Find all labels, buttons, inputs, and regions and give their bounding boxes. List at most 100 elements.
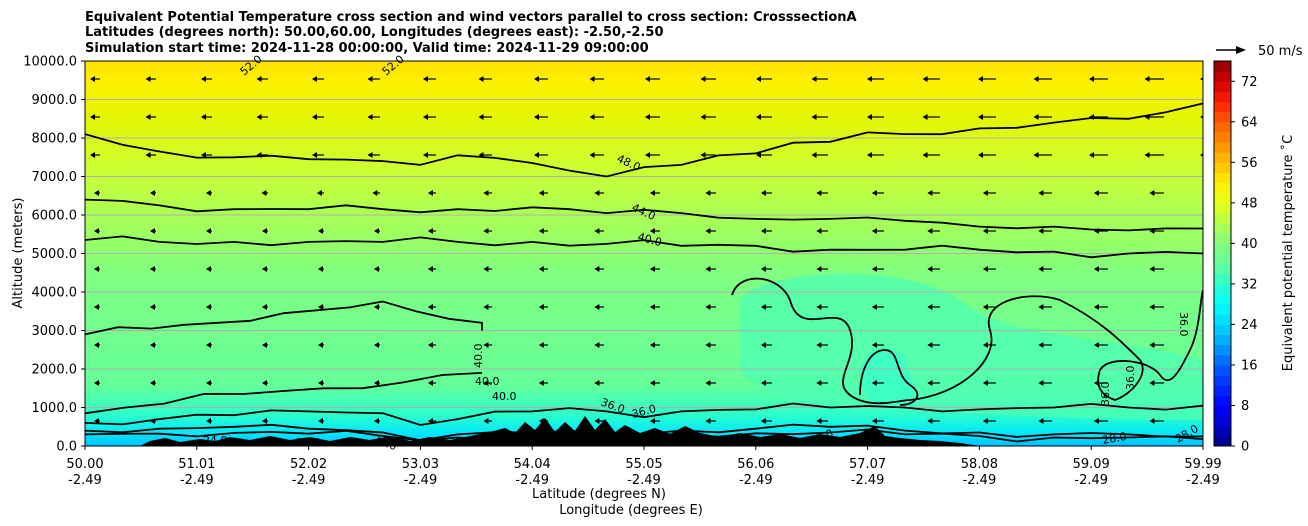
- wind-arrow-head: [262, 380, 267, 386]
- wind-arrow-head: [871, 380, 877, 386]
- y-tick-label-8: 8000.0: [32, 132, 78, 147]
- colorbar-band: [1214, 334, 1231, 346]
- wind-arrow-head: [201, 152, 206, 158]
- wind-arrow-head: [1205, 228, 1210, 234]
- chart-title-line-2: Latitudes (degrees north): 50.00,60.00, …: [85, 25, 664, 40]
- colorbar-band: [1214, 233, 1231, 244]
- y-tick-label-3: 3000.0: [32, 324, 78, 339]
- wind-arrow-head: [700, 114, 706, 120]
- colorbar-tick-label-8: 64: [1241, 115, 1258, 130]
- terrain: [85, 416, 980, 446]
- wind-arrow-head: [927, 304, 933, 310]
- x-tick-label-lat-3: 53.03: [402, 457, 439, 472]
- x-tick-label-lat-1: 51.01: [178, 457, 215, 472]
- quiver-key: 50 m/s: [1216, 44, 1303, 59]
- contour-line-40-3: [85, 300, 483, 336]
- wind-arrow-head: [423, 152, 428, 158]
- wind-arrow-head: [589, 76, 595, 82]
- wind-arrow-head: [150, 380, 155, 386]
- wind-arrow-head: [1038, 228, 1044, 234]
- x-tick-label-lat-7: 57.07: [849, 457, 886, 472]
- wind-arrow-head: [1149, 266, 1155, 272]
- colorbar-band: [1214, 375, 1231, 386]
- colorbar-band: [1214, 273, 1231, 285]
- wind-arrow-head: [318, 304, 323, 310]
- x-tick-label-lat-5: 55.05: [625, 457, 662, 472]
- colorbar-band: [1214, 223, 1231, 234]
- contour-label-40c: 40.0: [475, 375, 500, 388]
- wind-arrow-head: [760, 190, 766, 196]
- colorbar-band: [1214, 435, 1231, 447]
- wind-arrow-head: [649, 228, 655, 234]
- wind-arrow-head: [1149, 190, 1155, 196]
- quiver-key-label: 50 m/s: [1258, 44, 1303, 59]
- wind-arrow-head: [1205, 190, 1210, 196]
- wind-arrow-head: [312, 76, 317, 82]
- x-axis-ticks: 50.00-2.4951.01-2.4952.02-2.4953.03-2.49…: [66, 446, 1222, 488]
- colorbar-band: [1214, 202, 1231, 214]
- wind-arrow-head: [150, 418, 155, 424]
- wind-arrow-head: [534, 76, 539, 82]
- contour-label-28a: 28.0: [1101, 430, 1127, 447]
- wind-arrow-head: [705, 266, 711, 272]
- wind-arrow-head: [262, 342, 267, 348]
- wind-arrow-head: [649, 342, 655, 348]
- wind-arrow-head: [427, 266, 433, 272]
- wind-arrow-head: [206, 418, 211, 424]
- wind-arrow-head: [261, 190, 267, 196]
- wind-arrow-head: [538, 380, 544, 386]
- wind-arrow-head: [927, 228, 933, 234]
- wind-arrow-head: [760, 304, 766, 310]
- colorbar: [1213, 60, 1232, 447]
- y-tick-label-2: 2000.0: [32, 363, 78, 378]
- wind-arrow-head: [594, 342, 600, 348]
- wind-arrow-head: [649, 190, 655, 196]
- wind-arrow-head: [205, 190, 211, 196]
- wind-arrow-head: [483, 228, 489, 234]
- wind-arrow-head: [483, 304, 489, 310]
- wind-arrow-head: [922, 76, 928, 82]
- colorbar-tick-label-9: 72: [1241, 75, 1258, 90]
- wind-arrow-head: [316, 190, 322, 196]
- wind-arrow-head: [982, 228, 988, 234]
- wind-arrow-head: [201, 114, 206, 120]
- colorbar-band: [1214, 354, 1231, 366]
- contour-label-40d: 40.0: [492, 390, 517, 403]
- y-tick-label-9: 9000.0: [32, 93, 78, 108]
- contour-line-40-2: [85, 235, 1203, 259]
- wind-arrow-head: [312, 152, 317, 158]
- wind-arrow-head: [760, 380, 766, 386]
- y-tick-label-6: 6000.0: [32, 209, 78, 224]
- wind-arrow-head: [1144, 152, 1150, 158]
- x-tick-label-lat-0: 50.00: [66, 457, 103, 472]
- wind-arrow-head: [982, 342, 988, 348]
- contour-line-40-4: [85, 372, 483, 415]
- colorbar-band: [1214, 192, 1231, 204]
- wind-arrow-head: [705, 342, 711, 348]
- colorbar-band: [1214, 111, 1231, 123]
- colorbar-band: [1214, 263, 1231, 275]
- wind-arrow-head: [756, 76, 761, 82]
- wind-arrow-head: [982, 266, 988, 272]
- colorbar-band: [1214, 344, 1231, 356]
- colorbar-tick-label-0: 0: [1241, 440, 1249, 455]
- colorbar-band: [1214, 294, 1231, 305]
- wind-arrow-head: [483, 342, 489, 348]
- wind-arrow-head: [262, 266, 267, 272]
- wind-arrow-head: [816, 342, 822, 348]
- x-tick-label-lat-2: 52.02: [290, 457, 327, 472]
- y-tick-label-1: 1000.0: [32, 401, 78, 416]
- wind-arrow-head: [594, 418, 600, 424]
- contour-label-36c: 36.0: [1099, 382, 1112, 407]
- wind-arrow-head: [374, 228, 379, 234]
- wind-arrow-head: [145, 152, 151, 158]
- x-tick-label-lon-9: -2.49: [1074, 473, 1108, 488]
- wind-arrow-head: [978, 114, 983, 120]
- quiver-key-arrowhead: [1236, 46, 1246, 54]
- wind-arrow-head: [534, 114, 539, 120]
- wind-arrow-head: [478, 114, 484, 120]
- wind-arrow-head: [1033, 114, 1039, 120]
- wind-arrow-head: [374, 304, 379, 310]
- wind-arrow-head: [1093, 228, 1099, 234]
